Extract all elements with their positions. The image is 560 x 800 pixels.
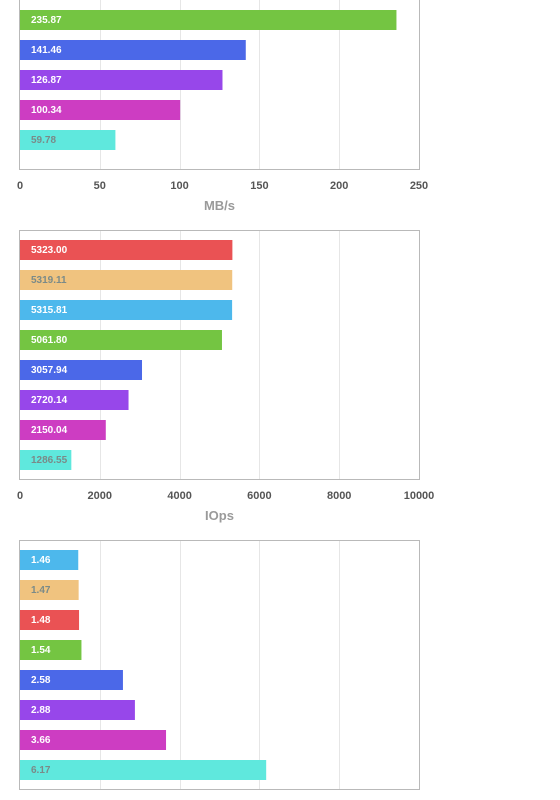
bar bbox=[20, 10, 397, 30]
bar bbox=[20, 270, 233, 290]
x-tick-label: 0 bbox=[17, 180, 23, 192]
bar-value-label: 3.66 bbox=[31, 735, 51, 746]
bar-value-label: 5319.11 bbox=[31, 275, 67, 286]
x-tick-label: 100 bbox=[170, 180, 188, 192]
x-axis-title: IOps bbox=[205, 508, 234, 523]
bar-value-label: 126.87 bbox=[31, 75, 62, 86]
bar bbox=[20, 240, 233, 260]
bar-value-label: 2720.14 bbox=[31, 395, 68, 406]
plot-frame bbox=[19, 540, 420, 790]
x-tick-label: 10000 bbox=[404, 490, 435, 502]
bar bbox=[20, 450, 72, 470]
x-tick-label: 200 bbox=[330, 180, 348, 192]
bar-value-label: 3057.94 bbox=[31, 365, 68, 376]
x-tick-label: 50 bbox=[94, 180, 106, 192]
bar-value-label: 5315.81 bbox=[31, 305, 68, 316]
bar bbox=[20, 40, 246, 60]
bar bbox=[20, 100, 181, 120]
x-axis-title: MB/s bbox=[204, 198, 235, 213]
chart-1: 247.62235.87141.46126.87100.3459.7805010… bbox=[17, 0, 428, 213]
bar-value-label: 1.46 bbox=[31, 555, 51, 566]
bar bbox=[20, 640, 82, 660]
bar-value-label: 2.88 bbox=[31, 705, 51, 716]
bar bbox=[20, 700, 135, 720]
bar bbox=[20, 670, 123, 690]
bar bbox=[20, 760, 267, 780]
x-tick-label: 2000 bbox=[88, 490, 112, 502]
plot-frame bbox=[19, 230, 420, 480]
bar bbox=[20, 390, 129, 410]
bar-value-label: 5061.80 bbox=[31, 335, 68, 346]
x-tick-label: 6000 bbox=[247, 490, 271, 502]
bar-value-label: 2150.04 bbox=[31, 425, 68, 436]
bar-value-label: 1.47 bbox=[31, 585, 51, 596]
chart-3: 1.46 1.47 1.48 1.54 2.58 2.88 3.66 6.17 bbox=[19, 540, 420, 790]
x-tick-label: 4000 bbox=[167, 490, 191, 502]
bar-value-label: 59.78 bbox=[31, 135, 56, 146]
bar-value-label: 235.87 bbox=[31, 15, 62, 26]
bar bbox=[20, 730, 167, 750]
bar bbox=[20, 550, 79, 570]
bar-value-label: 141.46 bbox=[31, 45, 62, 56]
bar bbox=[20, 580, 79, 600]
bar-value-label: 1286.55 bbox=[31, 455, 68, 466]
bar bbox=[20, 610, 80, 630]
bar-value-label: 100.34 bbox=[31, 105, 62, 116]
bar bbox=[20, 360, 143, 380]
bar-value-label: 6.17 bbox=[31, 765, 51, 776]
x-tick-label: 0 bbox=[17, 490, 23, 502]
bar-value-label: 2.58 bbox=[31, 675, 51, 686]
bar-value-label: 1.54 bbox=[31, 645, 51, 656]
chart-2: 5323.00 5319.11 5315.81 5061.80 3057.94 2720.… bbox=[17, 230, 435, 523]
bar-value-label: 1.48 bbox=[31, 615, 51, 626]
bar bbox=[20, 300, 233, 320]
bar bbox=[20, 420, 106, 440]
bar bbox=[20, 70, 223, 90]
bar bbox=[20, 130, 116, 150]
x-tick-label: 8000 bbox=[327, 490, 351, 502]
x-tick-label: 250 bbox=[410, 180, 428, 192]
x-tick-label: 150 bbox=[250, 180, 268, 192]
bar-value-label: 5323.00 bbox=[31, 245, 68, 256]
bar bbox=[20, 330, 222, 350]
